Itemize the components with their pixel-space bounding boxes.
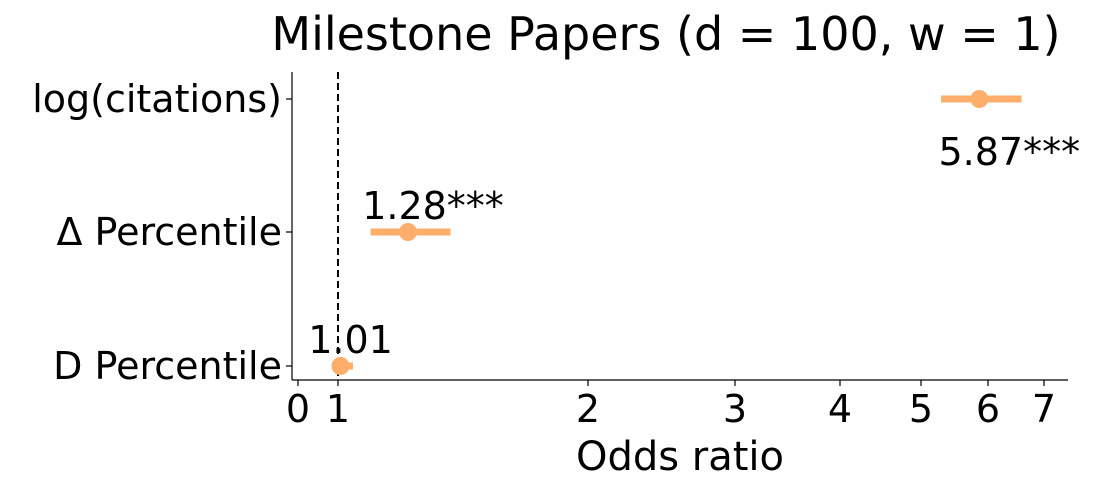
x-axis-title: Odds ratio xyxy=(576,434,784,480)
chart-title: Milestone Papers (d = 100, w = 1) xyxy=(271,7,1060,61)
plot-area: 0 1 2 3 4 5 6 7 log(citations) Δ Percentile D Perc… xyxy=(32,72,1080,431)
data-label: 1.01 xyxy=(308,318,393,362)
data-label: 5.87*** xyxy=(938,130,1080,174)
data-label: 1.28*** xyxy=(362,184,504,228)
x-tick-label: 2 xyxy=(576,387,600,431)
point-estimate xyxy=(970,90,989,108)
x-tick-label: 7 xyxy=(1032,387,1056,431)
point-estimate xyxy=(331,357,350,375)
x-tick-label: 4 xyxy=(828,387,852,431)
point-estimate xyxy=(399,223,417,241)
x-tick-label: 3 xyxy=(723,387,747,431)
x-tick-label: 1 xyxy=(326,387,350,431)
x-tick-label: 6 xyxy=(976,387,1000,431)
y-tick-label: log(citations) xyxy=(32,77,282,121)
x-tick-label: 5 xyxy=(909,387,933,431)
x-tick-label: 0 xyxy=(286,387,310,431)
y-tick-label: D Percentile xyxy=(53,344,282,388)
y-tick-label: Δ Percentile xyxy=(56,210,282,254)
